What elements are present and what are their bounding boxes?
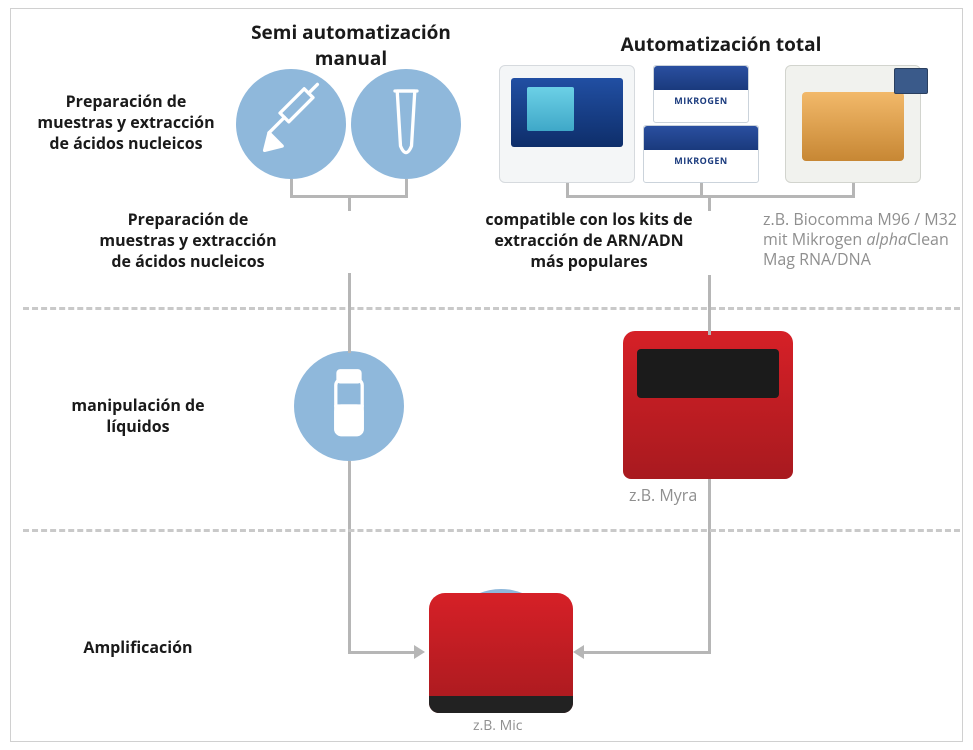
conn bbox=[348, 651, 416, 654]
vial-circle bbox=[294, 351, 404, 461]
caption-myra: z.B. Myra bbox=[629, 485, 769, 505]
row-label-liquid: manipulación de líquidos bbox=[43, 395, 233, 437]
sublabel-left: Preparación de muestras y extracción de … bbox=[83, 209, 293, 271]
conn bbox=[348, 273, 351, 353]
kit-brand-label-2: MIKROGEN bbox=[644, 154, 758, 167]
caption-right: z.B. Biocomma M96 / M32 mit Mikrogen alp… bbox=[763, 209, 959, 269]
extractor-device bbox=[785, 65, 921, 183]
kit-brand-label-1: MIKROGEN bbox=[654, 94, 748, 107]
mic-device bbox=[429, 593, 573, 713]
conn bbox=[348, 461, 351, 653]
heading-semi-auto: Semi automatización manual bbox=[246, 19, 456, 71]
divider-2 bbox=[23, 529, 960, 532]
caption-mic: z.B. Mic bbox=[473, 717, 573, 735]
row-label-amp: Amplificación bbox=[43, 637, 233, 658]
row-label-prep: Preparación de muestras y extracción de … bbox=[21, 91, 231, 153]
sublabel-mid: compatible con los kits de extracción de… bbox=[459, 209, 719, 271]
conn bbox=[708, 275, 711, 335]
pipette-circle bbox=[236, 69, 346, 179]
myra-device bbox=[623, 331, 793, 479]
conn bbox=[708, 479, 711, 653]
arrow-left-into-mic bbox=[414, 645, 425, 659]
arrow-right-into-mic bbox=[573, 645, 584, 659]
conn bbox=[348, 195, 351, 211]
heading-total-auto: Automatización total bbox=[591, 31, 851, 57]
conn bbox=[583, 651, 711, 654]
tube-circle bbox=[351, 69, 461, 179]
tube-icon bbox=[351, 69, 461, 179]
divider-1 bbox=[23, 307, 960, 310]
vial-icon bbox=[294, 351, 404, 461]
diagram-frame: Semi automatización manual Automatizació… bbox=[10, 8, 963, 742]
pipette-icon bbox=[236, 69, 346, 179]
kit-box-top: MIKROGEN bbox=[653, 65, 749, 123]
sequencer-device bbox=[499, 65, 635, 183]
kit-box-bottom: MIKROGEN bbox=[643, 125, 759, 183]
